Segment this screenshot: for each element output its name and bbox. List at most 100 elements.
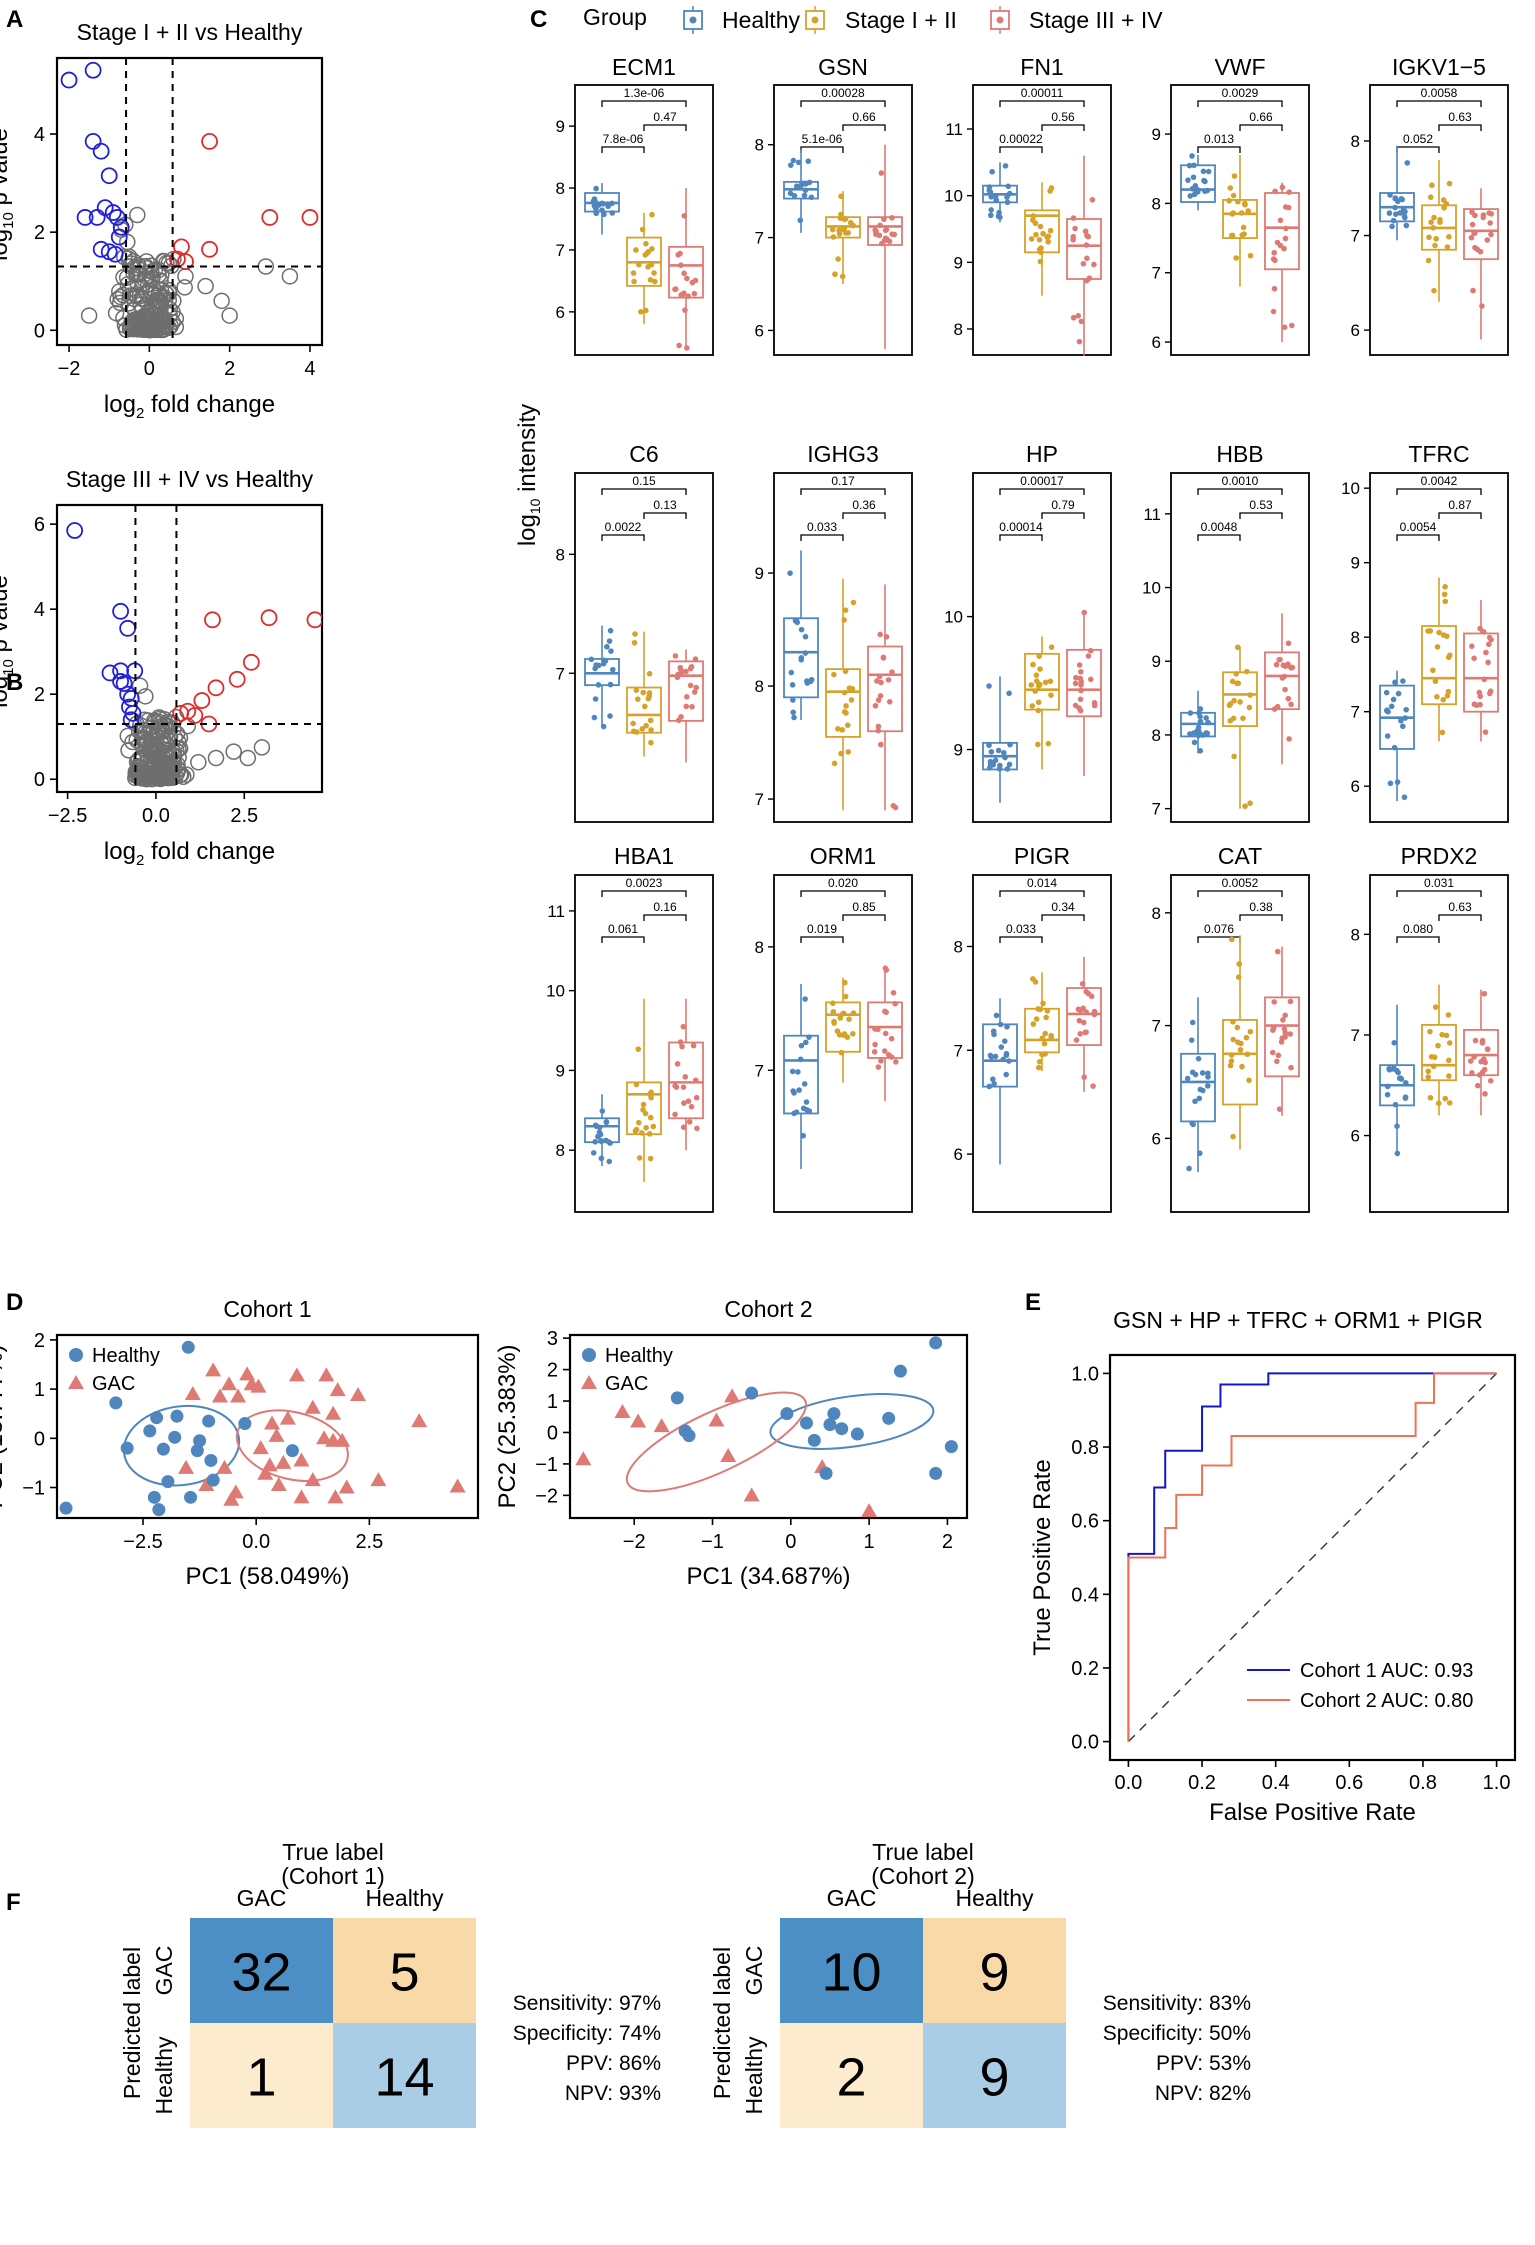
ns-point [136,271,153,288]
sample-point [836,1032,843,1038]
sample-point [684,345,690,351]
y-tick-label: 7 [1351,703,1360,722]
sample-point [1395,1069,1402,1076]
p-value-label: 0.63 [1448,900,1472,914]
healthy-point [152,1503,166,1517]
y-tick-label: 8 [954,937,963,956]
sample-point [1447,652,1453,659]
sample-point [1288,701,1294,708]
box-stage12 [1222,154,1258,287]
y-tick-label: 8 [556,1141,565,1160]
protein-panel: VWF 6 7 8 9 0.013 0.66 0.0029 [1152,54,1310,356]
gac-point [304,1472,321,1487]
sample-point [1035,699,1042,706]
column-label: GAC [827,1885,877,1911]
protein-name: IGHG3 [807,441,879,467]
sample-point [593,206,599,212]
sample-point [1079,980,1086,987]
panel-frame [972,84,1112,356]
sample-point [1033,1016,1040,1022]
box-stage34 [668,998,704,1151]
box-stage12 [825,191,861,284]
ns-point [147,749,164,766]
sample-point [1280,1017,1286,1023]
plot-area [60,61,319,339]
sample-point [787,162,794,168]
sample-point [1035,707,1042,714]
significance-bracket [1396,936,1440,943]
sample-point [830,234,837,240]
sample-point [885,1051,892,1058]
sample-point [805,158,812,165]
sample-point [1446,1040,1453,1046]
sample-point [789,1068,796,1075]
p-value-label: 0.0058 [1421,86,1458,100]
significance-bracket [999,534,1043,541]
protein-panel: IGKV1−5 6 7 8 0.052 0.63 0.0058 [1351,54,1509,356]
protein-name: TFRC [1408,441,1469,467]
significance-bracket [800,890,886,897]
y-tick-label: 9 [954,741,963,760]
panel-frame [1170,84,1310,356]
matrix-subtitle: (Cohort 1) [281,1863,385,1889]
sample-point [850,1010,857,1016]
down-regulated-point [119,619,137,637]
sample-point [596,1129,603,1136]
healthy-point [882,1411,896,1425]
panel-frame [1369,874,1509,1213]
y-tick-label: 11 [1143,505,1161,524]
y-tick-label: −1 [535,1454,558,1476]
significance-bracket [1197,534,1241,541]
sample-point [692,1077,699,1084]
protein-name: PIGR [1014,843,1070,869]
significance-bracket [601,488,687,495]
box-healthy [584,1094,620,1167]
y-tick-label: 10 [1142,579,1161,598]
sample-point [1270,308,1277,315]
sample-point [1200,168,1207,175]
sample-point [1004,766,1011,772]
significance-bracket [643,512,687,519]
sample-point [1477,693,1484,700]
matrix-count: 5 [389,1943,419,2003]
ns-point [161,728,179,745]
boxplot-grid: Group Healthy Stage I + II Stage III + IV lo… [514,4,1509,1213]
healthy-point [682,1429,696,1443]
ns-point [127,287,145,305]
p-value-label: 0.53 [1249,498,1273,512]
sample-point [1035,1064,1042,1071]
x-tick-label: 1.0 [1483,1772,1511,1794]
sample-point [1481,990,1488,997]
sample-point [1432,678,1439,685]
y-tick-label: 2 [547,1360,558,1382]
sample-point [843,230,849,236]
sample-point [1433,235,1439,242]
sample-point [1072,225,1078,232]
sample-point [1235,198,1241,205]
sample-point [1229,678,1236,685]
significance-bracket [1197,488,1283,495]
matrix-cell [190,2023,333,2128]
sample-point [1282,204,1289,210]
sample-point [1203,715,1209,721]
significance-bracket [1197,890,1283,897]
x-axis-label: PC1 (58.049%) [185,1563,349,1590]
sample-point [889,669,895,675]
up-regulated-point [260,609,278,627]
sample-point [1030,217,1036,223]
panel-label-d: D [6,1289,23,1316]
x-tick-label: 0.6 [1335,1772,1363,1794]
sample-point [1432,242,1438,249]
sample-point [1042,1051,1048,1057]
sample-point [1243,1034,1250,1041]
down-regulated-point [84,133,102,150]
healthy-point [835,1422,849,1436]
y-tick-label: 6 [1351,321,1360,340]
sample-point [1235,974,1242,980]
down-regulated-point [84,61,102,79]
sample-point [790,157,797,164]
box-stage12 [825,578,861,811]
sample-point [1202,188,1208,194]
sample-point [794,619,801,626]
y-tick-label: 11 [945,120,963,139]
